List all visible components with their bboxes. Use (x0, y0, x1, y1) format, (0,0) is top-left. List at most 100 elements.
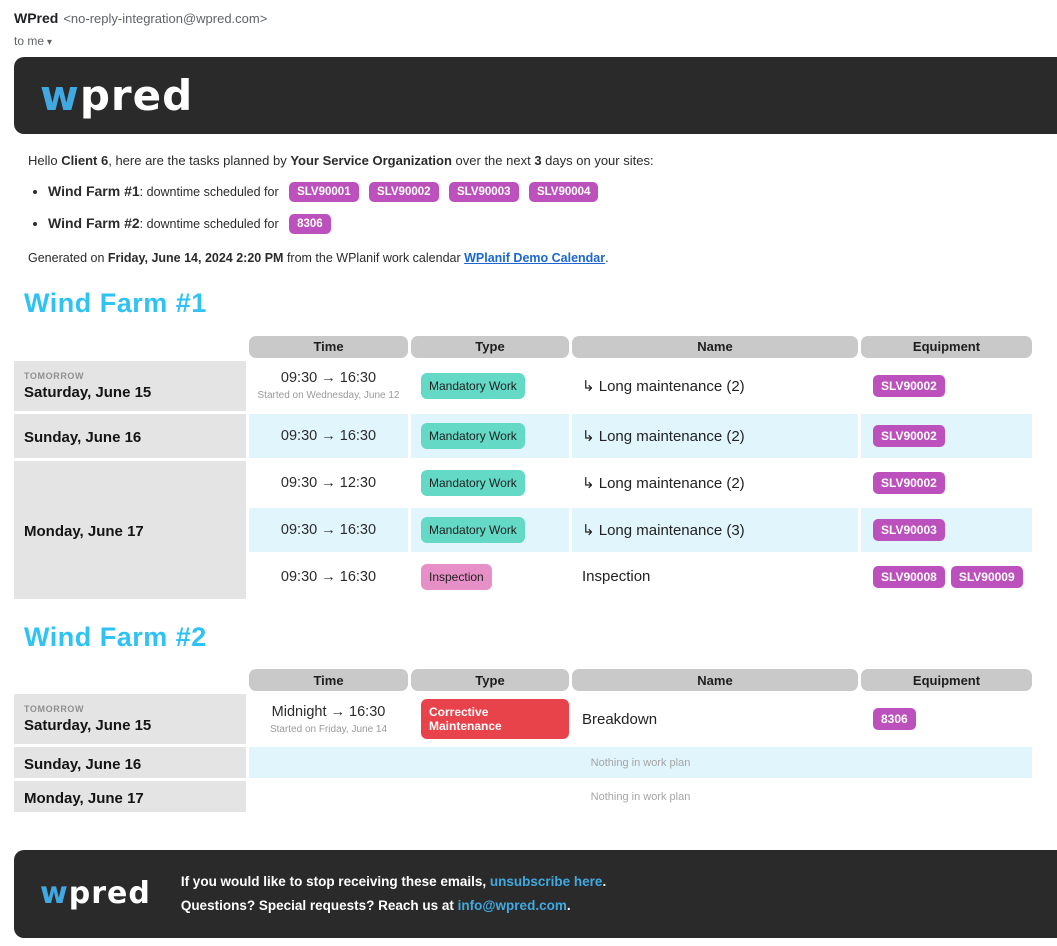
task-name-cell: ↳ Long maintenance (2) (572, 360, 858, 411)
task-name-cell: ↳ Long maintenance (3) (572, 507, 858, 552)
wpred-logo-w: w (40, 876, 69, 912)
schedule-table-wind-farm-1: Time Type Name Equipment TOMORROW Saturd… (14, 335, 1057, 599)
type-badge-mandatory-work: Mandatory Work (421, 469, 525, 496)
sites-overview-list: Wind Farm #1: downtime scheduled for SLV… (0, 182, 1057, 234)
task-name-cell: ↳ Long maintenance (2) (572, 413, 858, 458)
time-cell: 09:30 → 16:30 (249, 413, 408, 458)
equipment-badge: SLV90002 (873, 471, 945, 494)
equipment-cell: 8306 (861, 694, 1032, 745)
time-range: Midnight → 16:30 (271, 703, 386, 720)
sender-line: WPred <no-reply-integration@wpred.com> (14, 10, 1057, 28)
contact-email-link[interactable]: info@wpred.com (457, 898, 567, 914)
column-header-type: Type (411, 335, 569, 358)
date-cell-sunday: Sunday, June 16 (14, 747, 246, 779)
column-header-type: Type (411, 669, 569, 692)
time-note: Started on Friday, June 14 (269, 723, 388, 735)
equipment-badge: SLV90003 (449, 182, 519, 202)
wpred-logo-rest: pred (68, 876, 151, 912)
wplanif-calendar-link[interactable]: WPlanif Demo Calendar (464, 251, 606, 265)
intro-paragraph: Hello Client 6, here are the tasks plann… (28, 153, 1057, 168)
email-header-banner: wpred (14, 57, 1057, 134)
equipment-badge: 8306 (289, 214, 331, 234)
date-label: Monday, June 17 (24, 522, 144, 540)
type-badge-mandatory-work: Mandatory Work (421, 516, 525, 543)
schedule-table-wind-farm-2: Time Type Name Equipment TOMORROW Saturd… (14, 669, 1057, 813)
equipment-badge: 8306 (873, 708, 916, 731)
page-title-wind-farm-2: Wind Farm #2 (24, 621, 207, 652)
equipment-cell: SLV90002 (861, 460, 1032, 505)
chevron-down-icon[interactable]: ▾ (47, 37, 53, 48)
time-range: 09:30 → 16:30 (280, 427, 377, 444)
footer-text-segment: Questions? Special requests? Reach us at (180, 898, 458, 914)
date-label: Monday, June 17 (24, 789, 144, 807)
generated-text: Generated on (28, 251, 108, 265)
date-cell-monday: Monday, June 17 (14, 460, 246, 599)
intro-text: over the next (451, 153, 535, 168)
date-cell-monday: Monday, June 17 (14, 781, 246, 813)
date-label: Sunday, June 16 (24, 428, 142, 446)
downtime-label: : downtime scheduled for (139, 217, 279, 232)
equipment-cell: SLV90002 (861, 413, 1032, 458)
date-label: Saturday, June 15 (24, 383, 152, 401)
type-cell: Mandatory Work (411, 507, 569, 552)
time-range: 09:30 → 16:30 (280, 568, 377, 585)
equipment-badge: SLV90001 (289, 182, 359, 202)
recipient-line: to me ▾ (14, 34, 1057, 48)
type-badge-corrective-maintenance: Corrective Maintenance (421, 699, 569, 740)
recipient-label: to me (14, 34, 45, 48)
column-header-equipment: Equipment (861, 669, 1032, 692)
wpred-logo: wpred (40, 74, 193, 117)
time-range: 09:30 → 16:30 (280, 370, 377, 387)
wpred-logo-w: w (40, 70, 80, 120)
footer-line-unsubscribe: If you would like to stop receiving thes… (181, 870, 606, 894)
footer-text-segment: If you would like to stop receiving thes… (180, 874, 490, 890)
generated-line: Generated on Friday, June 14, 2024 2:20 … (28, 251, 1057, 265)
wpred-logo: wpred (40, 879, 151, 909)
date-cell-saturday: TOMORROW Saturday, June 15 (14, 694, 246, 745)
equipment-badge: SLV90002 (873, 374, 945, 397)
list-item-wind-farm-2: Wind Farm #2: downtime scheduled for 830… (48, 214, 1057, 234)
equipment-cell: SLV90003 (861, 507, 1032, 552)
time-cell: 09:30 → 16:30 (249, 507, 408, 552)
type-cell: Corrective Maintenance (411, 694, 569, 745)
intro-text: days on your sites: (541, 153, 654, 168)
equipment-badge: SLV90002 (369, 182, 439, 202)
intro-text: , here are the tasks planned by (108, 153, 291, 168)
list-item-wind-farm-1: Wind Farm #1: downtime scheduled for SLV… (48, 182, 1057, 202)
client-name: Client 6 (61, 153, 109, 168)
intro-text: Hello (28, 153, 62, 168)
time-cell: 09:30 → 16:30 Started on Wednesday, June… (249, 360, 408, 411)
type-cell: Mandatory Work (411, 460, 569, 505)
equipment-cell: SLV90002 (861, 360, 1032, 411)
column-header-time: Time (249, 335, 408, 358)
time-note: Started on Wednesday, June 12 (257, 390, 400, 402)
days-count: 3 (534, 153, 542, 168)
type-badge-mandatory-work: Mandatory Work (421, 422, 525, 449)
empty-workplan-row: Nothing in work plan (249, 781, 1032, 813)
column-header-name: Name (572, 335, 858, 358)
column-header-equipment: Equipment (861, 335, 1032, 358)
column-header-name: Name (572, 669, 858, 692)
email-footer-banner: wpred If you would like to stop receivin… (14, 850, 1057, 939)
tomorrow-tag: TOMORROW (24, 370, 85, 381)
footer-text: If you would like to stop receiving thes… (181, 870, 606, 918)
equipment-badge: SLV90008 (873, 565, 945, 588)
tomorrow-tag: TOMORROW (24, 704, 85, 715)
unsubscribe-link[interactable]: unsubscribe here (489, 874, 603, 890)
date-label: Saturday, June 15 (24, 717, 152, 735)
task-name-cell: Breakdown (572, 694, 858, 745)
type-cell: Mandatory Work (411, 360, 569, 411)
generated-datetime: Friday, June 14, 2024 2:20 PM (107, 251, 284, 265)
footer-line-contact: Questions? Special requests? Reach us at… (181, 894, 606, 918)
page-title-wind-farm-1: Wind Farm #1 (24, 288, 207, 318)
footer-text-segment: . (566, 898, 571, 914)
type-cell: Mandatory Work (411, 413, 569, 458)
time-cell: 09:30 → 12:30 (249, 460, 408, 505)
time-range: 09:30 → 12:30 (280, 474, 377, 491)
generated-text: from the WPlanif work calendar (283, 251, 465, 265)
task-name-cell: Inspection (572, 554, 858, 599)
time-cell: Midnight → 16:30 Started on Friday, June… (249, 694, 408, 745)
type-cell: Inspection (411, 554, 569, 599)
type-badge-mandatory-work: Mandatory Work (421, 372, 525, 399)
equipment-cell: SLV90008 SLV90009 (861, 554, 1032, 599)
